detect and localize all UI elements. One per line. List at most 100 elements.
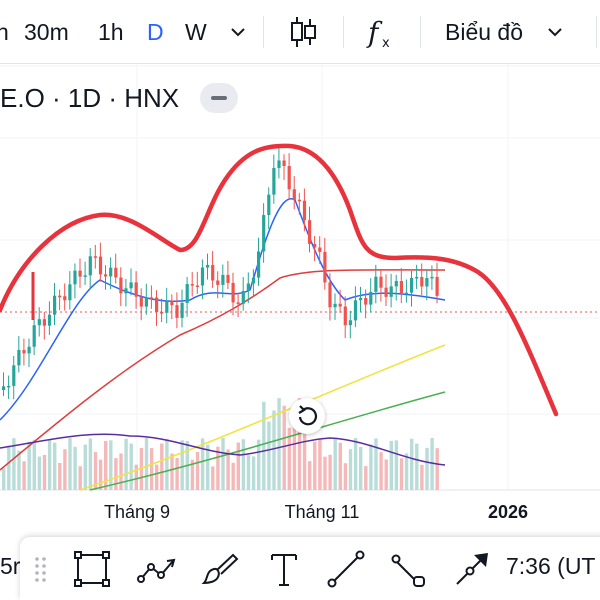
candle-body [343,306,347,326]
volume-bar [246,455,251,490]
text-icon[interactable] [264,549,304,589]
candle-body [231,282,235,303]
volume-bar [2,468,6,490]
candle-body [58,295,62,298]
volume-bar [333,439,337,490]
candle-body [149,297,154,299]
volume-bar [175,458,179,490]
candle-body [93,256,97,258]
chevron-down-icon[interactable] [229,24,247,40]
candle-body [328,282,332,308]
candle-body [7,385,11,388]
candle-body [47,314,52,326]
candle-body [73,270,77,285]
candle-body [267,194,271,216]
volume-bar [216,446,220,490]
volume-bar [134,464,138,490]
candle-body [68,284,72,301]
candle-body [129,282,133,289]
candle-body [175,305,179,318]
candle-body [251,277,256,284]
chevron-down-icon[interactable] [546,24,564,40]
candle-body [353,300,358,321]
volume-bar [257,439,261,490]
candle-body [200,267,205,286]
volume-bar [73,446,77,490]
session-time-label: 7:36 (UT [506,553,596,579]
candle-body [88,256,92,276]
volume-bar [114,458,118,490]
toolbar-divider [420,16,421,48]
candle-body [302,200,307,221]
volume-bar [93,452,98,490]
volume-bar [287,427,291,490]
interval-d[interactable]: D [147,19,164,45]
volume-bar [37,456,42,490]
candle-body [226,274,230,283]
volume-bar [149,448,154,490]
ray-icon[interactable] [390,549,430,589]
volume-bar [338,442,342,490]
volume-bar [170,453,174,490]
drag-handle-icon[interactable] [34,556,48,582]
volume-bar [359,446,363,490]
candle-body [404,292,409,295]
volume-bar [410,438,414,490]
candle-body [415,277,419,279]
candle-body [12,365,16,386]
candle-body [170,300,174,306]
volume-bar [348,449,353,490]
volume-bar [129,443,133,490]
candle-body [246,283,250,292]
time-range-label[interactable]: 5r [0,553,21,579]
candle-body [297,199,301,202]
candle-body [430,276,434,279]
time-axis-tick: 2026 [487,502,529,522]
top-toolbar: n 30m 1h D W f x Biểu đồ [0,0,600,64]
rectangle-icon[interactable] [72,549,112,589]
interval-w[interactable]: W [185,19,207,45]
chart-type-label[interactable]: Biểu đồ [445,19,524,45]
reset-chart-button[interactable] [289,398,325,434]
moving-average-lines [0,197,446,491]
interval-partial[interactable]: n [0,19,9,45]
volume-bar [236,442,240,490]
rotate-icon [298,405,318,426]
trend-line-icon[interactable] [326,549,366,589]
legend-collapse-button[interactable] [200,83,238,113]
volume-ma-line [0,433,446,466]
volume-bar [435,448,439,490]
candle-body [308,220,312,244]
candle-body [53,295,57,315]
price-chart[interactable] [0,64,600,494]
volume-bar [124,438,128,490]
volume-bar [267,421,271,490]
minus-icon [211,96,227,100]
ma-long-line [79,344,446,491]
volume-bar [58,463,62,490]
volume-bar [282,405,286,490]
candle-body [83,275,87,277]
candles-icon[interactable] [288,14,318,50]
time-axis-tick: Tháng 9 [103,502,171,522]
brush-icon[interactable] [200,549,240,589]
freehand-head-shoulders-line [0,143,559,417]
arrow-icon[interactable] [452,549,492,589]
volume-bar [160,443,164,490]
interval-1h[interactable]: 1h [98,19,124,45]
volume-bar [404,453,409,490]
indicators-icon[interactable]: f x [366,14,396,52]
volume-bar [308,461,312,490]
volume-bar [297,398,302,490]
drawing-toolbar [20,537,600,600]
volume-bar [206,444,210,490]
candle-body [236,302,240,304]
path-icon[interactable] [137,549,177,589]
volume-bar [384,459,388,490]
symbol-legend[interactable]: E.O · 1D · HNX [0,83,180,113]
candle-body [277,160,281,168]
volume-bar [155,464,159,490]
volume-bar [104,440,108,490]
volume-bar [415,443,419,490]
interval-30m[interactable]: 30m [24,19,69,45]
